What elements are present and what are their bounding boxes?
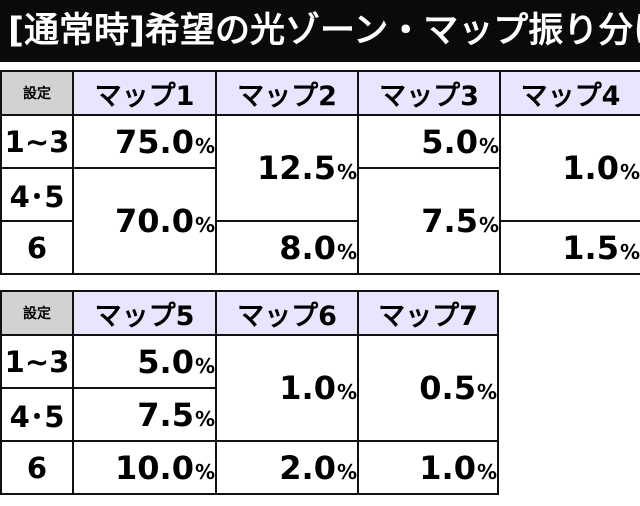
setting-label: 1~3 (0, 334, 74, 389)
percent-sign: % (476, 380, 497, 404)
rate-value: 5.0 (421, 122, 478, 161)
rate-cell: 1.5% (499, 220, 640, 275)
percent-sign: % (194, 213, 215, 237)
rate-value: 1.0 (279, 369, 336, 407)
rate-cell: 12.5% (215, 114, 359, 222)
setting-label: 6 (0, 220, 74, 275)
map4-header: マップ4 (499, 70, 640, 116)
rate-value: 7.5 (421, 202, 478, 240)
setting-label: 1~3 (0, 114, 74, 169)
percent-sign: % (194, 133, 215, 158)
percent-sign: % (336, 239, 357, 264)
table-row: 6 10.0% 2.0% 1.0% (0, 440, 499, 495)
rate-value: 8.0 (279, 228, 336, 267)
percent-sign: % (336, 380, 357, 404)
setting-label: 4･5 (0, 167, 74, 222)
rate-cell: 10.0% (72, 440, 217, 495)
rate-value: 2.0 (279, 448, 336, 487)
rate-cell: 2.0% (215, 440, 359, 495)
rate-value: 1.5 (562, 228, 619, 267)
rate-cell: 8.0% (215, 220, 359, 275)
map5-header: マップ5 (72, 290, 217, 336)
percent-sign: % (478, 213, 499, 237)
rate-cell: 5.0% (357, 114, 501, 169)
rate-value: 1.0 (419, 448, 476, 487)
percent-sign: % (194, 353, 215, 378)
map1-header: マップ1 (72, 70, 217, 116)
map6-header: マップ6 (215, 290, 359, 336)
percent-sign: % (619, 239, 640, 264)
table-header-row: 設定 マップ5 マップ6 マップ7 (0, 290, 499, 336)
table-row: 4･5 7.5% (0, 387, 498, 442)
rate-cell: 7.5% (72, 387, 217, 442)
rate-cell: 0.5% (357, 334, 499, 442)
rate-value: 70.0 (115, 202, 194, 240)
map3-header: マップ3 (357, 70, 501, 116)
setting-label: 6 (0, 440, 74, 495)
rate-cell: 5.0% (72, 334, 217, 389)
rate-cell: 1.0% (215, 334, 359, 442)
rate-cell: 75.0% (72, 114, 217, 169)
map7-header: マップ7 (357, 290, 499, 336)
percent-sign: % (336, 160, 357, 184)
percent-sign: % (478, 133, 499, 158)
setting-header: 設定 (0, 70, 74, 116)
rate-cell: 1.0% (357, 440, 499, 495)
page-title: [通常時]希望の光ゾーン・マップ振り分け (0, 0, 640, 62)
rate-value: 1.0 (562, 149, 619, 187)
table-row: 6 8.0% 1.5% (0, 220, 640, 275)
rate-value: 75.0 (115, 122, 194, 161)
rate-value: 0.5 (419, 369, 476, 407)
rate-cell: 70.0% (72, 167, 217, 275)
rate-value: 5.0 (137, 342, 194, 381)
percent-sign: % (336, 459, 357, 484)
map-distribution-table-1: 設定 マップ1 マップ2 マップ3 マップ4 1~3 75.0% 12.5% 5… (0, 70, 640, 275)
table-header-row: 設定 マップ1 マップ2 マップ3 マップ4 (0, 70, 640, 116)
percent-sign: % (476, 459, 497, 484)
setting-label: 4･5 (0, 387, 74, 442)
setting-header: 設定 (0, 290, 74, 336)
percent-sign: % (619, 160, 640, 184)
map2-header: マップ2 (215, 70, 359, 116)
percent-sign: % (194, 459, 215, 484)
table-row: 4･5 70.0% 7.5% (0, 167, 640, 275)
rate-value: 7.5 (137, 395, 194, 434)
table-row: 1~3 75.0% 12.5% 5.0% 1.0% (0, 114, 640, 222)
percent-sign: % (194, 406, 215, 431)
rate-cell: 1.0% (499, 114, 640, 222)
map-distribution-table-2: 設定 マップ5 マップ6 マップ7 1~3 5.0% 1.0% 0.5% 4･5… (0, 290, 499, 495)
rate-cell: 7.5% (357, 167, 501, 275)
rate-value: 12.5 (257, 149, 336, 187)
table-row: 1~3 5.0% 1.0% 0.5% (0, 334, 499, 442)
rate-value: 10.0 (115, 448, 194, 487)
